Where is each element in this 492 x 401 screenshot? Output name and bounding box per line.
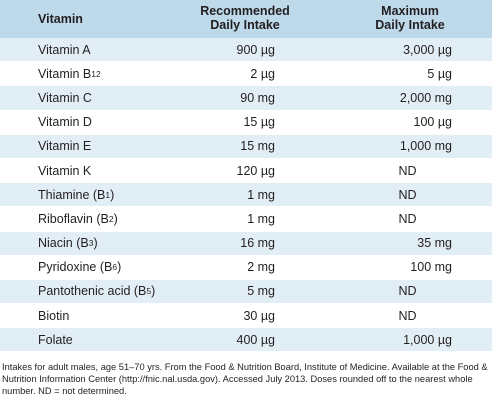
table-row: Vitamin B 12 2 µg 5 µg xyxy=(0,62,492,87)
vitamin-subscript: 12 xyxy=(91,68,101,79)
vitamin-name-suffix: ) xyxy=(110,187,115,202)
maximum-intake: ND xyxy=(398,308,417,323)
vitamin-name: Vitamin D xyxy=(38,111,92,134)
vitamin-name: Vitamin K xyxy=(38,159,91,182)
recommended-intake: 1 mg xyxy=(247,211,275,226)
vitamin-name: Riboflavin (B 2) xyxy=(38,207,118,230)
table-row: Vitamin K 120 µg ND xyxy=(0,158,492,184)
maximum-intake: 3,000 µg xyxy=(403,42,452,57)
maximum-intake: 35 mg xyxy=(417,236,452,251)
vitamin-name-text: Vitamin D xyxy=(38,115,92,130)
maximum-intake: 1,000 mg xyxy=(399,139,452,154)
table-row: Thiamine (B 1) 1 mg ND xyxy=(0,183,492,208)
header-maximum: Maximum Daily Intake xyxy=(355,4,465,32)
recommended-intake: 400 µg xyxy=(236,332,275,347)
recommended-intake: 15 µg xyxy=(243,115,275,130)
vitamin-subscript: 3 xyxy=(88,238,94,249)
vitamin-name: Thiamine (B 1) xyxy=(38,183,114,206)
vitamin-name-suffix: ) xyxy=(151,284,156,299)
vitamin-subscript: 5 xyxy=(146,286,152,297)
vitamin-name-text: Pyridoxine (B xyxy=(38,260,113,275)
vitamin-name-text: Biotin xyxy=(38,308,70,323)
table-row: Folate 400 µg 1,000 µg xyxy=(0,328,492,353)
table-body: Vitamin A 900 µg 3,000 µg Vitamin B 12 2 µg 5 … xyxy=(0,38,492,353)
table-row: Vitamin D 15 µg 100 µg xyxy=(0,110,492,135)
vitamin-name: Vitamin B 12 xyxy=(38,62,101,85)
table-row: Biotin 30 µg ND xyxy=(0,304,492,329)
header-recommended-line1: Recommended xyxy=(200,4,290,18)
header-recommended-line2: Daily Intake xyxy=(210,18,280,32)
vitamin-name-text: Vitamin K xyxy=(38,163,92,178)
recommended-intake: 120 µg xyxy=(236,163,275,178)
maximum-intake: ND xyxy=(398,211,417,226)
recommended-intake: 900 µg xyxy=(236,42,275,57)
vitamin-intake-table: Vitamin Recommended Daily Intake Maximum… xyxy=(0,0,492,353)
table-row: Riboflavin (B 2) 1 mg ND xyxy=(0,207,492,232)
vitamin-name-text: Vitamin E xyxy=(38,139,92,154)
table-row: Vitamin A 900 µg 3,000 µg xyxy=(0,38,492,63)
recommended-intake: 30 µg xyxy=(243,308,275,323)
recommended-intake: 90 mg xyxy=(240,90,275,105)
vitamin-name-text: Folate xyxy=(38,332,73,347)
maximum-intake: 100 µg xyxy=(413,115,452,130)
maximum-intake: 100 mg xyxy=(410,260,452,275)
table-row: Pyridoxine (B 6) 2 mg 100 mg xyxy=(0,255,492,280)
recommended-intake: 5 mg xyxy=(247,284,275,299)
vitamin-name-text: Pantothenic acid (B xyxy=(38,284,147,299)
header-maximum-line1: Maximum xyxy=(381,4,439,18)
table-row: Vitamin E 15 mg 1,000 mg xyxy=(0,134,492,159)
vitamin-name-text: Vitamin A xyxy=(38,42,91,57)
vitamin-name-suffix: ) xyxy=(117,260,122,275)
vitamin-name: Folate xyxy=(38,328,73,351)
maximum-intake: ND xyxy=(398,284,417,299)
vitamin-name: Vitamin E xyxy=(38,135,91,158)
vitamin-name-text: Vitamin C xyxy=(38,90,92,105)
recommended-intake: 2 mg xyxy=(247,260,275,275)
table-row: Niacin (B 3) 16 mg 35 mg xyxy=(0,231,492,256)
maximum-intake: ND xyxy=(398,187,417,202)
vitamin-name: Niacin (B 3) xyxy=(38,232,98,255)
vitamin-name: Vitamin A xyxy=(38,38,91,61)
recommended-intake: 1 mg xyxy=(247,187,275,202)
vitamin-name-text: Vitamin B xyxy=(38,66,92,81)
table-header: Vitamin Recommended Daily Intake Maximum… xyxy=(0,0,492,38)
vitamin-name-suffix: ) xyxy=(93,236,98,251)
vitamin-name-text: Niacin (B xyxy=(38,236,89,251)
recommended-intake: 16 mg xyxy=(240,236,275,251)
vitamin-name-text: Thiamine (B xyxy=(38,187,106,202)
table-row: Pantothenic acid (B 5) 5 mg ND xyxy=(0,279,492,305)
vitamin-name-text: Riboflavin (B xyxy=(38,211,109,226)
vitamin-subscript: 6 xyxy=(112,262,118,273)
header-recommended: Recommended Daily Intake xyxy=(185,4,305,32)
maximum-intake: 1,000 µg xyxy=(403,332,452,347)
vitamin-subscript: 1 xyxy=(105,189,111,200)
vitamin-name: Biotin xyxy=(38,304,69,327)
table-row: Vitamin C 90 mg 2,000 mg xyxy=(0,86,492,111)
maximum-intake: ND xyxy=(398,163,417,178)
maximum-intake: 2,000 mg xyxy=(399,90,452,105)
vitamin-name: Pantothenic acid (B 5) xyxy=(38,280,155,303)
header-vitamin: Vitamin xyxy=(38,12,83,26)
vitamin-subscript: 2 xyxy=(108,213,114,224)
table-footnote: Intakes for adult males, age 51–70 yrs. … xyxy=(2,362,488,396)
maximum-intake: 5 µg xyxy=(427,66,452,81)
vitamin-name: Vitamin C xyxy=(38,86,92,109)
vitamin-name: Pyridoxine (B 6) xyxy=(38,256,121,279)
vitamin-name-suffix: ) xyxy=(113,211,118,226)
header-maximum-line2: Daily Intake xyxy=(375,18,445,32)
recommended-intake: 15 mg xyxy=(240,139,275,154)
recommended-intake: 2 µg xyxy=(250,66,275,81)
